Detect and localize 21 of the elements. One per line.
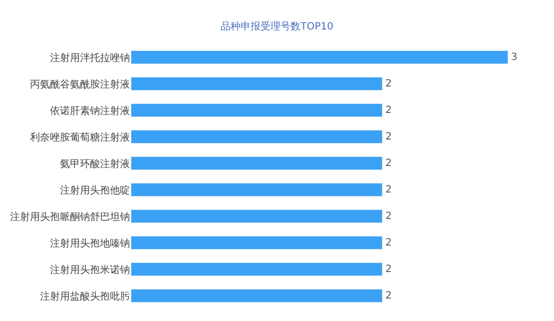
data-label: 2 [385, 104, 392, 116]
data-label: 2 [385, 78, 392, 90]
data-label: 2 [385, 264, 392, 275]
data-label: 2 [385, 131, 392, 142]
data-label: 2 [385, 184, 392, 196]
y-tick-label: 注射用头孢地嗪钠 [50, 237, 130, 250]
y-tick-label: 丙氨酰谷氨酰胺注射液 [30, 78, 130, 90]
y-tick-label: 注射用头孢米诺钠 [50, 264, 130, 276]
data-label: 3 [511, 52, 518, 63]
y-tick-label: 利奈唑胺葡萄糖注射液 [30, 131, 130, 144]
y-tick-label: 氨甲环酸注射液 [60, 158, 130, 170]
y-tick-label: 注射用头孢哌酮钠舒巴坦钠 [10, 210, 130, 223]
y-tick-label: 注射用泮托拉唑钠 [50, 52, 130, 64]
chart-title: 品种申报受理号数TOP10 [220, 20, 334, 32]
y-tick-label: 注射用头孢他啶 [60, 184, 130, 196]
y-tick-label: 注射用盐酸头孢吡肟 [40, 290, 130, 302]
data-label: 2 [385, 158, 392, 169]
y-tick-label: 依诺肝素钠注射液 [50, 104, 130, 117]
data-label: 2 [385, 210, 392, 222]
data-label: 2 [385, 237, 392, 248]
data-label: 2 [385, 290, 392, 302]
